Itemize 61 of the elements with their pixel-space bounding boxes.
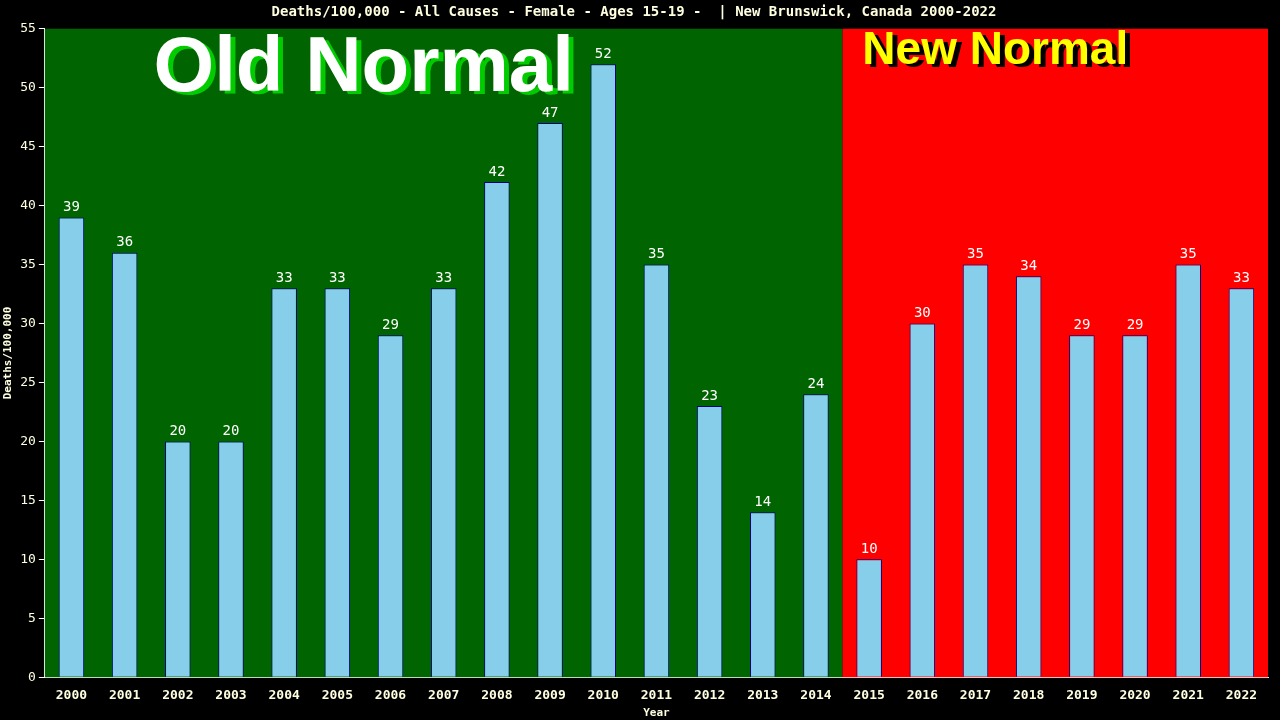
x-tick-label: 2011 (640, 687, 673, 703)
x-tick-label: 2009 (534, 687, 566, 703)
x-tick-label: 2006 (374, 687, 407, 703)
data-label: 10 (860, 539, 878, 556)
x-tick-label: 2022 (1225, 687, 1258, 703)
data-label: 42 (488, 162, 506, 179)
x-tick-label: 2005 (321, 687, 353, 703)
data-label: 14 (754, 492, 772, 509)
x-tick-label: 2000 (55, 687, 88, 703)
x-tick-label: 2020 (1119, 687, 1151, 703)
y-tick-label: 35 (20, 255, 36, 271)
x-tick-label: 2019 (1066, 687, 1098, 703)
x-tick-label: 2008 (481, 687, 513, 703)
x-tick-label: 2003 (215, 687, 247, 703)
data-label: 29 (1073, 315, 1091, 332)
data-label: 35 (648, 245, 665, 262)
x-tick-label: 2013 (747, 687, 779, 703)
data-label: 20 (169, 422, 187, 439)
data-label: 35 (1179, 245, 1197, 262)
x-tick-label: 2015 (853, 687, 885, 703)
y-tick-label: 50 (20, 79, 36, 95)
data-label: 35 (967, 245, 984, 262)
y-tick-label: 30 (20, 314, 36, 330)
x-tick-label: 2021 (1172, 687, 1205, 703)
x-tick-label: 2007 (428, 687, 460, 703)
y-tick-label: 55 (20, 20, 36, 36)
x-tick-label: 2002 (162, 687, 194, 703)
data-label: 24 (807, 374, 825, 391)
y-tick-label: 10 (20, 550, 36, 566)
y-tick-label: 45 (20, 138, 36, 154)
data-label: 33 (435, 268, 453, 285)
y-tick-label: 5 (28, 609, 36, 625)
data-label: 34 (1020, 257, 1038, 274)
y-axis-title: Deaths/100,000 (1, 306, 15, 400)
data-label: 52 (594, 44, 612, 61)
x-tick-label: 2010 (587, 687, 620, 703)
data-label: 33 (328, 268, 346, 285)
x-axis-title: Year (643, 706, 671, 720)
y-tick-label: 40 (20, 197, 36, 213)
data-label: 33 (1232, 268, 1250, 285)
data-label: 33 (275, 268, 293, 285)
data-label: 30 (913, 304, 931, 321)
data-label: 36 (116, 233, 134, 250)
y-tick-label: 0 (28, 668, 36, 684)
chart-title: Deaths/100,000 - All Causes - Female - Ages 15-19 - | New Brunswick, Canada 2000-2022 (271, 3, 997, 21)
data-label: 29 (1126, 315, 1144, 332)
x-tick-label: 2004 (268, 687, 300, 703)
x-tick-label: 2012 (693, 687, 726, 703)
x-tick-label: 2018 (1013, 687, 1045, 703)
y-tick-label: 15 (20, 491, 36, 507)
data-label: 47 (541, 103, 559, 120)
y-tick-label: 25 (20, 373, 36, 389)
x-tick-label: 2016 (906, 687, 939, 703)
x-tick-label: 2001 (108, 687, 141, 703)
data-label: 20 (222, 422, 240, 439)
x-tick-label: 2017 (959, 687, 992, 703)
data-label: 29 (382, 315, 399, 332)
y-tick-label: 20 (20, 432, 36, 448)
x-tick-label: 2014 (800, 687, 832, 703)
data-label: 39 (63, 198, 80, 215)
data-label: 23 (701, 386, 719, 403)
